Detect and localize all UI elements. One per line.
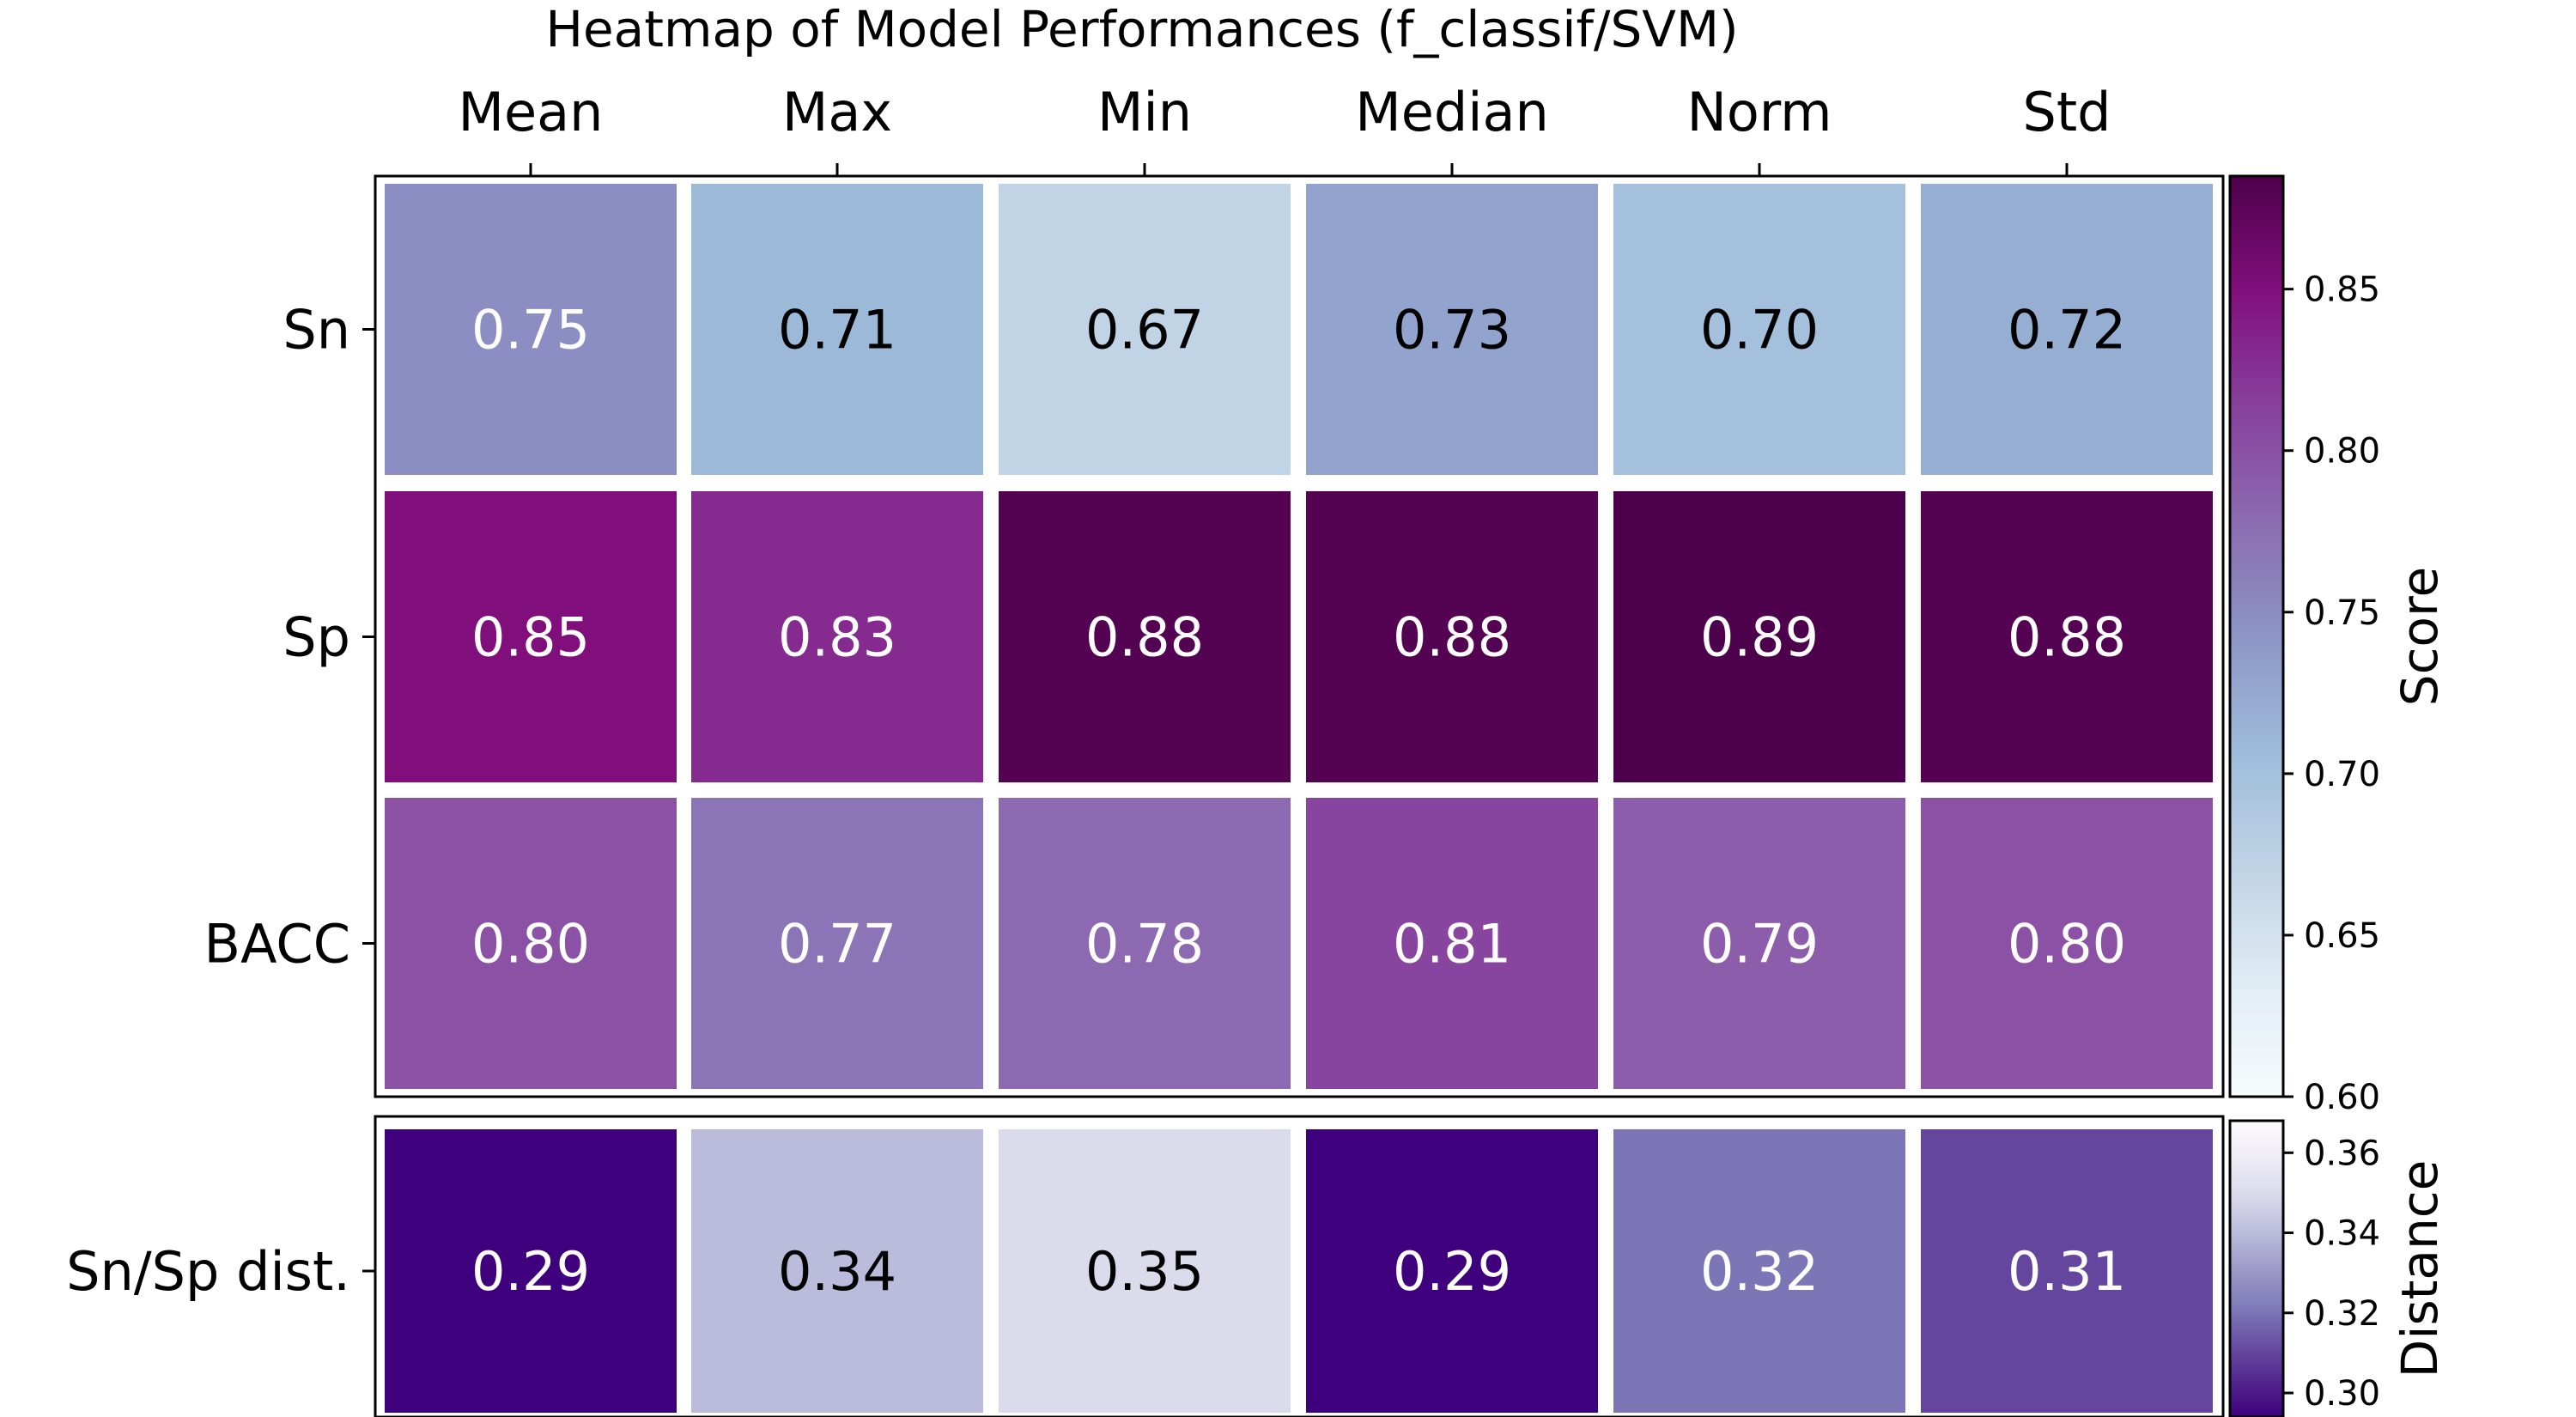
heatmap-cell xyxy=(1613,491,1905,782)
heatmap-cell xyxy=(999,798,1291,1089)
colorbar-tick-label: 0.80 xyxy=(2304,432,2380,471)
colorbar-tick-label: 0.36 xyxy=(2304,1134,2380,1173)
cell-value-label: 0.34 xyxy=(778,1240,896,1303)
row-label-sn: Sn xyxy=(283,299,350,362)
colorbar-tick-label: 0.32 xyxy=(2304,1294,2380,1334)
colorbar-tick-label: 0.34 xyxy=(2304,1214,2380,1254)
panel-frame xyxy=(374,174,2225,1098)
cell-value-label: 0.75 xyxy=(471,299,590,362)
score-panel: Sn 0.75 0.71 0.67 0.73 0.70 0.72 Sp 0.85 0.83 0.88… xyxy=(204,174,2225,1098)
colorbar-tick-label: 0.30 xyxy=(2304,1374,2380,1414)
heatmap-cell xyxy=(1613,184,1905,475)
heatmap-cell xyxy=(1921,798,2213,1089)
heatmap-cell xyxy=(1306,184,1598,475)
colorbar-tick-label: 0.60 xyxy=(2304,1078,2380,1117)
row-label-bacc: BACC xyxy=(204,913,350,976)
heatmap-cell xyxy=(1306,1129,1598,1413)
heatmap-cell xyxy=(1613,798,1905,1089)
cell-value-label: 0.88 xyxy=(2008,606,2126,669)
cell-value-label: 0.81 xyxy=(1393,913,1511,976)
cell-value-label: 0.88 xyxy=(1085,606,1204,669)
heatmap-cell xyxy=(999,184,1291,475)
cell-value-label: 0.78 xyxy=(1085,913,1204,976)
heatmap-cell xyxy=(999,491,1291,782)
column-label-max: Max xyxy=(782,81,892,143)
cell-value-label: 0.72 xyxy=(2008,299,2126,362)
heatmap-cell xyxy=(385,798,677,1089)
heatmap-cell xyxy=(385,1129,677,1413)
column-label-median: Median xyxy=(1355,81,1549,143)
colorbar-tick-label: 0.75 xyxy=(2304,593,2380,633)
cell-value-label: 0.32 xyxy=(1700,1240,1819,1303)
heatmap-cell xyxy=(385,491,677,782)
heatmap-cell xyxy=(1306,491,1598,782)
score-colorbar: 0.60 0.65 0.70 0.75 0.80 0.85 Score xyxy=(2228,174,2449,1117)
cell-value-label: 0.77 xyxy=(778,913,896,976)
cell-value-label: 0.79 xyxy=(1700,913,1819,976)
column-label-norm: Norm xyxy=(1686,81,1832,143)
chart-title: Heatmap of Model Performances (f_classif… xyxy=(545,0,1738,58)
heatmap-cell xyxy=(1921,184,2213,475)
cell-value-label: 0.29 xyxy=(1393,1240,1511,1303)
cell-value-label: 0.89 xyxy=(1700,606,1819,669)
heatmap-cell xyxy=(999,1129,1291,1413)
cell-value-label: 0.31 xyxy=(2008,1240,2126,1303)
heatmap-cell xyxy=(1613,1129,1905,1413)
distance-panel: Sn/Sp dist. 0.29 0.34 0.35 0.29 0.32 0.31 xyxy=(66,1115,2225,1417)
heatmap-cell xyxy=(1921,491,2213,782)
distance-colorbar: 0.30 0.32 0.34 0.36 Distance xyxy=(2228,1119,2449,1417)
cell-value-label: 0.80 xyxy=(2008,913,2126,976)
heatmap-cell xyxy=(691,491,983,782)
colorbar-tick-label: 0.65 xyxy=(2304,916,2380,956)
column-label-min: Min xyxy=(1097,81,1192,143)
cell-value-label: 0.71 xyxy=(778,299,896,362)
column-labels: Mean Max Min Median Norm Std xyxy=(459,81,2111,175)
cell-value-label: 0.67 xyxy=(1085,299,1204,362)
cell-value-label: 0.88 xyxy=(1393,606,1511,669)
row-label-sp: Sp xyxy=(283,606,350,669)
colorbar-tick-label: 0.85 xyxy=(2304,271,2380,310)
colorbar-label: Score xyxy=(2391,567,2449,706)
column-label-mean: Mean xyxy=(459,81,604,143)
panel-frame xyxy=(374,1115,2225,1417)
cell-value-label: 0.73 xyxy=(1393,299,1511,362)
heatmap-cell xyxy=(1921,1129,2213,1413)
cell-value-label: 0.70 xyxy=(1700,299,1819,362)
cell-value-label: 0.80 xyxy=(471,913,590,976)
column-label-std: Std xyxy=(2022,81,2111,143)
cell-value-label: 0.29 xyxy=(471,1240,590,1303)
heatmap-cell xyxy=(691,184,983,475)
heatmap-cell xyxy=(691,1129,983,1413)
cell-value-label: 0.83 xyxy=(778,606,896,669)
heatmap-cell xyxy=(1306,798,1598,1089)
colorbar-tick-label: 0.70 xyxy=(2304,755,2380,794)
colorbar-gradient xyxy=(2228,1119,2285,1417)
heatmap-cell xyxy=(691,798,983,1089)
colorbar-label: Distance xyxy=(2391,1160,2449,1378)
row-label-sn-sp-dist-: Sn/Sp dist. xyxy=(66,1240,350,1303)
heatmap-cell xyxy=(385,184,677,475)
cell-value-label: 0.85 xyxy=(471,606,590,669)
cell-value-label: 0.35 xyxy=(1085,1240,1204,1303)
colorbar-gradient xyxy=(2228,174,2285,1098)
